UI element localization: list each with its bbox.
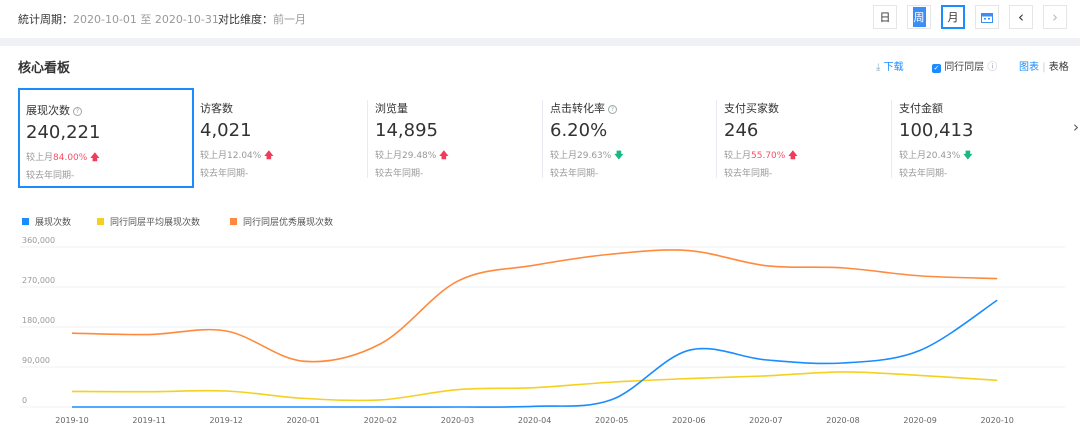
x-tick-label: 2020-08 (826, 416, 859, 425)
kpi-divider (542, 100, 543, 178)
x-tick-label: 2020-03 (441, 416, 474, 425)
legend-item-peer-excellent[interactable]: 同行同层优秀展现次数 (230, 215, 333, 228)
arrow-up-icon: 🡅 (439, 151, 449, 161)
peer-checkbox[interactable]: ✓ 同行同层 ⓘ (932, 62, 998, 73)
download-button[interactable]: ⤓ 下载 (876, 62, 904, 73)
y-tick-label: 270,000 (22, 276, 55, 285)
legend-item-impressions[interactable]: 展现次数 (22, 215, 71, 228)
stat-period: 統计周期：2020-10-01 至 2020-10-31 (18, 13, 219, 26)
checkbox-checked-icon: ✓ (932, 64, 941, 73)
arrow-up-icon: 🡅 (788, 151, 798, 161)
kpi-divider (716, 100, 717, 178)
kpi-name: 展现次数 (26, 104, 70, 117)
kpi-name: 访客数 (200, 102, 233, 115)
prev-button[interactable]: ‹ (1009, 5, 1033, 29)
kpi-name: 点击转化率 (550, 102, 605, 115)
view-table-tab[interactable]: 表格 (1048, 62, 1069, 73)
kpi-mom: 较上月12.04% 🡅 (200, 151, 274, 161)
x-tick-label: 2019-12 (209, 416, 242, 425)
chevron-left-icon: ‹ (1018, 8, 1024, 26)
x-tick-label: 2020-09 (903, 416, 936, 425)
arrow-down-icon: 🡇 (963, 151, 973, 161)
kpi-card[interactable]: 支付金额 100,413 较上月20.43% 🡇 较去年同期- (893, 88, 1063, 188)
kpi-card[interactable]: 点击转化率? 6.20% 较上月29.63% 🡇 较去年同期- (544, 88, 714, 188)
arrow-up-icon: 🡅 (90, 153, 100, 163)
y-tick-label: 180,000 (22, 316, 55, 325)
month-button[interactable]: 月 (941, 5, 965, 29)
kpi-value: 100,413 (899, 120, 974, 141)
kpi-name: 支付买家数 (724, 102, 779, 115)
help-icon: ⓘ (987, 62, 998, 73)
x-tick-label: 2020-02 (364, 416, 397, 425)
help-icon: ? (73, 107, 82, 116)
legend-swatch (97, 218, 104, 225)
kpi-yoy: 较去年同期- (200, 169, 249, 179)
x-tick-label: 2020-04 (518, 416, 551, 425)
kpi-yoy: 较去年同期- (550, 169, 599, 179)
kpi-card[interactable]: 支付买家数 246 较上月55.70% 🡅 较去年同期- (718, 88, 888, 188)
help-icon: ? (608, 105, 617, 114)
kpi-yoy: 较去年同期- (724, 169, 773, 179)
kpi-yoy: 较去年同期- (26, 171, 75, 181)
x-tick-label: 2020-07 (749, 416, 782, 425)
x-tick-label: 2019-11 (132, 416, 165, 425)
kpi-mom: 较上月29.63% 🡇 (550, 151, 624, 161)
kpi-mom: 较上月20.43% 🡇 (899, 151, 973, 161)
x-tick-label: 2020-06 (672, 416, 705, 425)
section-divider (0, 38, 1080, 46)
y-tick-label: 0 (22, 396, 27, 405)
legend-item-peer-average[interactable]: 同行同层平均展现次数 (97, 215, 200, 228)
kpi-mom: 较上月84.00% 🡅 (26, 153, 100, 163)
series-line-peer-excellent (71, 249, 998, 363)
arrow-up-icon: 🡅 (264, 151, 274, 161)
download-icon: ⤓ (876, 62, 881, 73)
kpi-yoy: 较去年同期- (899, 169, 948, 179)
kpi-value: 4,021 (200, 120, 252, 141)
filter-bar: 統计周期：2020-10-01 至 2020-10-31 对比维度：前一月 日 … (0, 0, 1080, 37)
week-button[interactable]: 周 (907, 5, 931, 29)
kpi-next-arrow[interactable]: › (1073, 118, 1079, 136)
view-toggle: 图表 | 表格 (1019, 62, 1069, 73)
legend-swatch (230, 218, 237, 225)
arrow-down-icon: 🡇 (614, 151, 624, 161)
compare-dimension-value[interactable]: 前一月 (273, 13, 306, 26)
chevron-right-icon: › (1052, 8, 1058, 26)
series-line-impressions (71, 299, 998, 408)
kpi-value: 6.20% (550, 120, 608, 141)
kpi-value: 246 (724, 120, 759, 141)
view-chart-tab[interactable]: 图表 (1019, 62, 1039, 73)
kpi-divider (367, 100, 368, 178)
kpi-value: 240,221 (26, 122, 101, 143)
kpi-value: 14,895 (375, 120, 438, 141)
calendar-icon (981, 12, 993, 23)
series-line-peer-average (71, 371, 998, 402)
kpi-card[interactable]: 访客数 4,021 较上月12.04% 🡅 较去年同期- (194, 88, 364, 188)
compare-dimension: 对比维度：前一月 (218, 13, 306, 26)
kpi-mom: 较上月29.48% 🡅 (375, 151, 449, 161)
next-button[interactable]: › (1043, 5, 1067, 29)
legend-swatch (22, 218, 29, 225)
y-tick-label: 360,000 (22, 236, 55, 245)
stat-period-value[interactable]: 2020-10-01 至 2020-10-31 (73, 13, 219, 26)
section-title: 核心看板 (18, 61, 71, 76)
x-tick-label: 2020-10 (980, 416, 1013, 425)
y-tick-label: 90,000 (22, 356, 50, 365)
day-button[interactable]: 日 (873, 5, 897, 29)
kpi-yoy: 较去年同期- (375, 169, 424, 179)
x-tick-label: 2020-05 (595, 416, 628, 425)
x-tick-label: 2019-10 (55, 416, 88, 425)
calendar-button[interactable] (975, 5, 999, 29)
kpi-mom: 较上月55.70% 🡅 (724, 151, 798, 161)
x-tick-label: 2020-01 (287, 416, 320, 425)
kpi-divider (891, 100, 892, 178)
kpi-card[interactable]: 浏览量 14,895 较上月29.48% 🡅 较去年同期- (369, 88, 539, 188)
kpi-card[interactable]: 展现次数? 240,221 较上月84.00% 🡅 较去年同期- (18, 88, 194, 188)
kpi-name: 浏览量 (375, 102, 408, 115)
kpi-name: 支付金额 (899, 102, 943, 115)
